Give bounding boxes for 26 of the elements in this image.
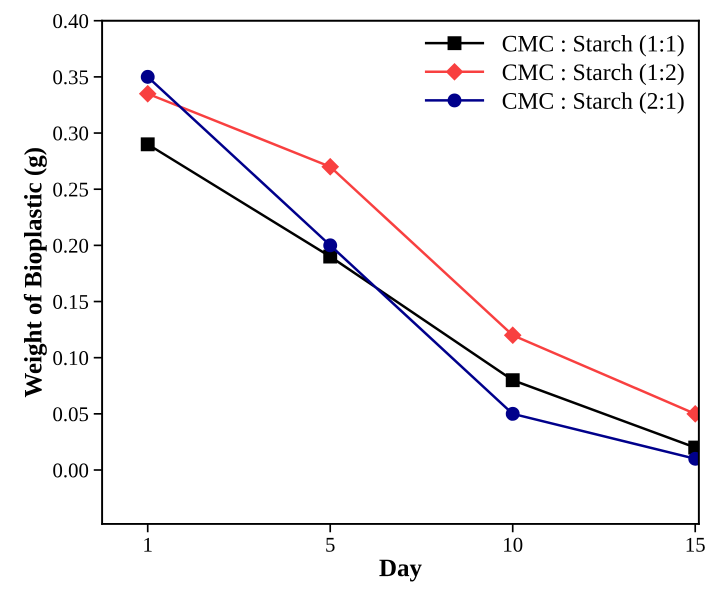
y-tick-label: 0.20 [53,238,88,253]
point [139,85,156,102]
x-axis-title: Day [379,560,422,582]
y-tick-label: 0.25 [53,182,88,197]
legend-label: CMC : Starch (2:1) [502,92,684,114]
y-tick-label: 0.35 [53,70,88,84]
point [322,158,339,176]
y-tick-label: 0.10 [53,351,88,366]
y-axis-title: Weight of Bioplastic (g) [24,148,47,398]
y-tick-label: 0.15 [53,294,88,310]
y-tick-label: 0.00 [53,463,88,478]
point [504,326,522,344]
point [506,406,520,421]
x-tick-label: 10 [504,538,522,552]
y-tick-label: 0.05 [53,407,88,422]
x-tick-label: 5 [326,538,335,552]
point [140,70,155,84]
x-tick-label: 1 [144,538,152,552]
y-tick-label: 0.40 [53,14,88,28]
point [140,137,155,152]
legend-label: CMC : Starch (1:1) [502,35,684,56]
point [506,373,520,388]
point [323,238,338,252]
y-tick-label: 0.30 [53,126,88,141]
legend-label: CMC : Starch (1:2) [502,64,684,86]
x-tick-label: 15 [686,538,705,552]
